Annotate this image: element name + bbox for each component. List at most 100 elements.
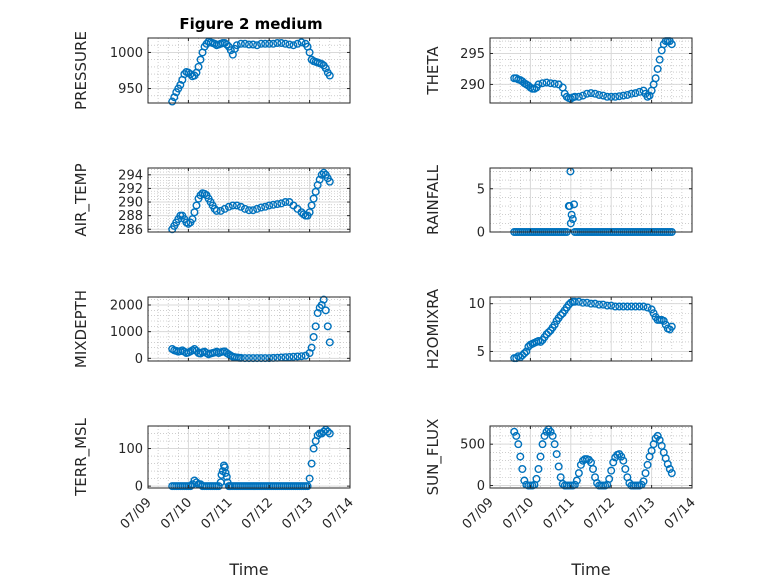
- data-point: [649, 309, 658, 318]
- data-point: [568, 215, 577, 224]
- data-point: [240, 39, 249, 48]
- subplot-6: 5 10 H2OMIXRA: [424, 288, 693, 369]
- data-point: [261, 202, 270, 211]
- axes-box: [489, 37, 693, 104]
- data-point: [323, 322, 332, 331]
- data-point: [281, 198, 290, 207]
- data-point: [651, 74, 660, 83]
- y-axis-label: RAINFALL: [424, 164, 442, 235]
- data-point: [236, 39, 245, 48]
- data-point: [667, 40, 676, 49]
- data-point: [520, 349, 529, 358]
- y-tick-label: 0: [477, 226, 485, 241]
- data-point: [170, 93, 179, 102]
- data-point: [217, 470, 226, 479]
- x-tick-label: 07/09: [118, 495, 155, 532]
- data-point: [627, 89, 636, 98]
- data-point: [645, 91, 654, 100]
- axes-box: [147, 37, 351, 104]
- data-point: [643, 303, 652, 312]
- y-tick-label: 292: [118, 182, 143, 197]
- data-point: [222, 40, 231, 49]
- data-point: [309, 333, 318, 342]
- data-point: [293, 352, 302, 361]
- data-point: [653, 431, 662, 440]
- data-point: [194, 62, 203, 71]
- data-point: [305, 208, 314, 217]
- data-point: [556, 311, 565, 320]
- axes-box: [147, 425, 351, 489]
- data-point: [643, 460, 652, 469]
- data-series: [510, 425, 676, 490]
- data-point: [222, 472, 231, 481]
- data-point: [305, 474, 314, 483]
- x-tick-label: 07/10: [158, 495, 195, 532]
- data-point: [635, 302, 644, 311]
- figure-title: Figure 2 medium: [179, 15, 322, 33]
- data-point: [615, 92, 624, 101]
- data-point: [619, 456, 628, 465]
- data-point: [565, 202, 574, 211]
- data-point: [257, 203, 266, 212]
- data-point: [325, 177, 334, 186]
- data-point: [595, 300, 604, 309]
- subplot-2: 290 295 THETA: [424, 37, 693, 104]
- y-tick-label: 286: [118, 223, 143, 238]
- data-point: [572, 476, 581, 485]
- data-point: [216, 206, 225, 215]
- data-point: [289, 41, 298, 50]
- data-point: [325, 71, 334, 80]
- data-point: [168, 97, 177, 106]
- data-point: [617, 452, 626, 461]
- y-tick-label: 294: [118, 168, 143, 183]
- data-point: [220, 463, 229, 472]
- data-point: [609, 458, 618, 467]
- data-point: [277, 39, 286, 48]
- data-point: [589, 464, 598, 473]
- data-point: [631, 302, 640, 311]
- data-point: [313, 431, 322, 440]
- data-point: [325, 429, 334, 438]
- y-axis-label: AIR_TEMP: [72, 163, 91, 236]
- data-point: [655, 55, 664, 64]
- data-point: [273, 200, 282, 209]
- x-tick-label: 07/12: [239, 495, 276, 532]
- data-point: [285, 40, 294, 49]
- data-point: [510, 427, 519, 436]
- data-point: [641, 469, 650, 478]
- data-point: [236, 202, 245, 211]
- y-tick-label: 295: [460, 47, 485, 62]
- data-point: [599, 300, 608, 309]
- data-series: [510, 297, 676, 363]
- data-point: [249, 40, 258, 49]
- data-series: [168, 425, 334, 491]
- data-point: [647, 305, 656, 314]
- data-point: [321, 64, 330, 73]
- y-tick-label: 5: [477, 345, 485, 360]
- data-point: [532, 474, 541, 483]
- data-point: [311, 187, 320, 196]
- data-point: [607, 466, 616, 475]
- y-tick-label: 500: [460, 438, 485, 453]
- data-point: [232, 201, 241, 210]
- y-axis-label: PRESSURE: [72, 31, 90, 110]
- data-point: [548, 431, 557, 440]
- x-tick-label: 07/10: [500, 495, 537, 532]
- data-point: [663, 460, 672, 469]
- data-point: [578, 298, 587, 307]
- data-point: [244, 206, 253, 215]
- data-point: [546, 79, 555, 88]
- subplot-1: 950 1000 PRESSURE: [72, 31, 351, 110]
- y-axis-label: MIXDEPTH: [72, 290, 90, 368]
- data-point: [619, 91, 628, 100]
- data-point: [595, 90, 604, 99]
- data-point: [265, 201, 274, 210]
- data-point: [277, 199, 286, 208]
- y-axis-label: SUN_FLUX: [424, 419, 443, 496]
- data-point: [566, 219, 575, 228]
- data-point: [544, 328, 553, 337]
- data-point: [570, 92, 579, 101]
- data-point: [307, 343, 316, 352]
- y-tick-label: 950: [118, 82, 143, 97]
- data-point: [253, 204, 262, 213]
